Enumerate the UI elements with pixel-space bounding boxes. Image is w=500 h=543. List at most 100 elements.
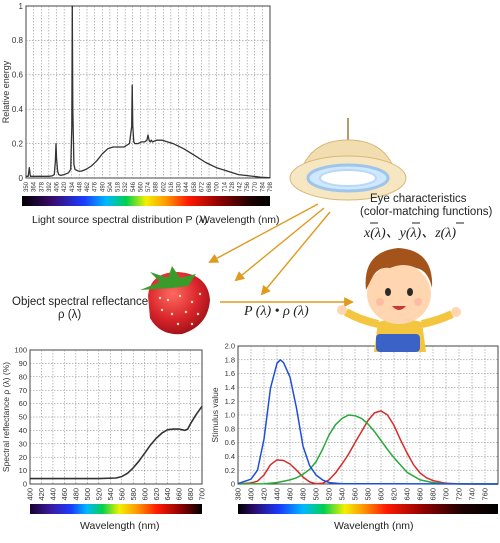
c1-x-tick-label: 630 [177,181,183,192]
c2-x-tick-label: 620 [152,488,161,501]
c1-series-line-0 [26,5,271,179]
c3-x-tick-label: 460 [286,488,295,501]
c2-x-tick-label: 600 [140,488,149,501]
c3-x-tick-label: 640 [403,488,412,501]
object-reflectance-symbol: ρ (λ) [58,309,82,321]
c1-x-tick-label: 462 [85,181,91,192]
c3-x-tick-label: 420 [260,488,269,501]
arrow-light-to-object-3 [260,211,331,296]
cartoon-boy-icon [337,248,461,352]
c3-x-tick-label: 520 [325,488,334,501]
reflectance-wavelength-label: Wavelength (nm) [80,520,160,532]
c1-x-tick-label: 406 [55,181,61,192]
c1-x-tick-label: 504 [108,181,114,192]
c1-x-tick-label: 518 [116,181,122,192]
c2-x-tick-label: 460 [60,488,69,501]
ceiling-lamp-icon [289,118,407,201]
arrows [208,203,354,307]
color-matching-functions-label: (color-matching functions) [360,206,493,218]
c2-x-tick-label: 420 [37,488,46,501]
light-source-wavelength-label: Wavelength (nm) [200,214,280,226]
c1-x-tick-label: 714 [222,181,228,192]
light-source-caption: Light source spectral distribution P (λ) [32,214,208,226]
c1-x-tick-label: 756 [245,181,251,192]
c3-series-line-2 [237,359,499,485]
reflectance-chart: 400 420 440 460 480 500 520 540 560 580 600 620 640 6… [1,346,207,501]
c2-y-axis-label: Spectral reflectance ρ (λ) (%) [1,362,11,472]
color-matching-functions-formula: x(λ)、y(λ)、z(λ) [364,226,457,241]
product-formula: P (λ) • ρ (λ) [244,304,309,319]
c2-y-tick-label: 70 [19,386,27,395]
c3-x-tick-label: 380 [234,488,243,501]
eye-characteristics-title: Eye characteristics [370,193,467,205]
object-reflectance-title: Object spectral reflectance [12,296,149,308]
c1-x-tick-label: 700 [215,181,221,192]
c1-x-tick-label: 784 [260,181,266,192]
c1-x-tick-label: 602 [161,181,167,192]
c2-y-tick-label: 80 [19,372,27,381]
c2-x-tick-label: 440 [49,488,58,501]
c1-x-tick-label: 560 [138,181,144,192]
c1-y-axis-label: Relative energy [1,60,11,123]
spectrum-bar-reflectance [30,504,202,514]
c3-y-tick-label: 0.2 [225,466,235,475]
c2-y-tick-label: 90 [19,359,27,368]
strawberry-icon [140,266,210,335]
spectrum-bar-stimulus [238,504,498,514]
c2-x-tick-label: 560 [117,488,126,501]
c3-y-tick-label: 1.0 [225,411,235,420]
c1-x-tick-label: 490 [100,181,106,192]
c2-x-tick-label: 520 [94,488,103,501]
c1-x-tick-label: 448 [77,181,83,192]
c1-x-tick-label: 672 [199,181,205,192]
c3-y-tick-label: 1.4 [225,383,235,392]
c3-x-tick-label: 760 [481,488,490,501]
c1-x-tick-label: 770 [253,181,259,192]
c1-plot-area [25,5,271,179]
c1-x-tick-label: 364 [32,181,38,192]
c1-x-tick-label: 798 [268,181,274,192]
c3-x-tick-label: 560 [351,488,360,501]
c1-x-tick-label: 728 [230,181,236,192]
c2-x-tick-label: 500 [83,488,92,501]
c1-x-tick-label: 686 [207,181,213,192]
arrow-light-to-object-2 [234,207,325,282]
c1-x-tick-label: 644 [184,181,190,192]
c3-x-tick-label: 580 [364,488,373,501]
c3-y-tick-label: 0.4 [225,452,235,461]
c2-y-tick-label: 50 [19,413,27,422]
c1-x-tick-label: 574 [146,181,152,192]
c1-x-tick-label: 350 [24,181,30,192]
c1-y-tick-label: 0.6 [12,71,24,80]
c3-y-tick-label: 0.8 [225,424,235,433]
c2-x-tick-label: 480 [71,488,80,501]
c1-x-tick-label: 616 [169,181,175,192]
c3-y-tick-label: 1.6 [225,369,235,378]
c1-y-tick-label: 0 [19,174,24,183]
c1-y-tick-label: 0.2 [12,139,24,148]
c2-y-tick-label: 30 [19,439,27,448]
stimulus-chart: 380 400 420 440 460 480 500 520 540 560 580 600 620 6… [210,342,499,501]
stimulus-wavelength-label: Wavelength (nm) [334,520,414,532]
c3-x-tick-label: 720 [455,488,464,501]
arrow-light-to-object-1 [208,203,319,263]
c1-x-tick-label: 588 [154,181,160,192]
c2-y-tick-label: 100 [14,346,27,355]
c2-y-tick-label: 10 [19,466,27,475]
c3-x-tick-label: 620 [390,488,399,501]
c3-x-tick-label: 540 [338,488,347,501]
c3-x-tick-label: 480 [299,488,308,501]
c3-x-tick-label: 500 [312,488,321,501]
c2-y-tick-label: 40 [19,426,27,435]
c3-y-axis-label: Stimulus value [210,387,220,443]
c1-y-tick-label: 0.8 [12,36,24,45]
c2-y-tick-label: 0 [23,480,27,489]
c3-series-line-1 [237,414,499,485]
c3-y-tick-label: 1.2 [225,397,235,406]
c1-x-tick-label: 532 [123,181,129,192]
c2-x-tick-label: 660 [175,488,184,501]
c1-x-tick-label: 392 [47,181,53,192]
c3-y-tick-label: 0.6 [225,438,235,447]
c2-x-tick-label: 700 [198,488,207,501]
